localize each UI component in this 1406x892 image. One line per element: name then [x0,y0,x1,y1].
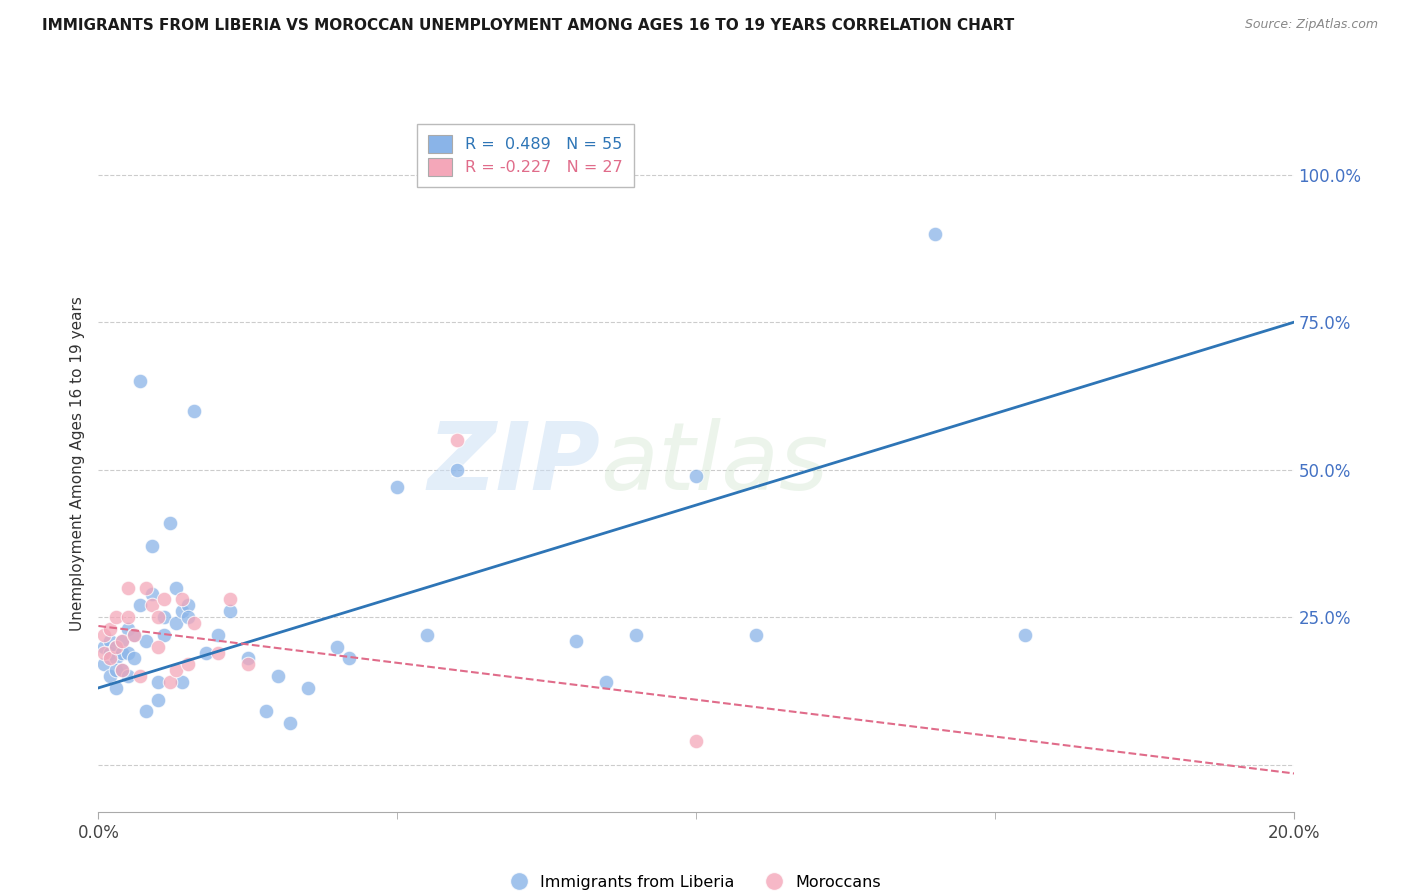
Point [236,657,259,672]
Point [98,651,122,665]
Point [111,633,134,648]
Point [148,610,170,624]
Legend: Immigrants from Liberia, Moroccans: Immigrants from Liberia, Moroccans [505,869,887,892]
Point [135,705,157,719]
Point [254,705,277,719]
Text: ZIP: ZIP [427,417,600,510]
Point [124,628,146,642]
Point [1014,628,1036,642]
Point [172,592,194,607]
Point [183,615,205,630]
Point [105,610,128,624]
Point [207,628,229,642]
Point [93,657,115,672]
Point [236,651,259,665]
Point [924,227,946,241]
Point [624,628,647,642]
Point [326,640,349,654]
Point [111,663,134,677]
Point [267,669,290,683]
Point [177,599,200,613]
Point [565,633,588,648]
Point [98,633,122,648]
Point [153,610,176,624]
Point [93,646,115,660]
Point [148,640,170,654]
Point [165,615,187,630]
Point [297,681,319,695]
Point [172,675,194,690]
Point [446,463,468,477]
Point [105,663,128,677]
Point [98,646,122,660]
Point [117,646,139,660]
Point [339,651,360,665]
Point [165,581,187,595]
Point [117,669,139,683]
Point [124,651,146,665]
Point [219,604,242,618]
Text: IMMIGRANTS FROM LIBERIA VS MOROCCAN UNEMPLOYMENT AMONG AGES 16 TO 19 YEARS CORRE: IMMIGRANTS FROM LIBERIA VS MOROCCAN UNEM… [42,18,1015,33]
Point [745,628,768,642]
Point [117,622,139,636]
Point [141,540,163,554]
Point [595,675,617,690]
Point [135,633,157,648]
Point [207,646,229,660]
Point [194,646,218,660]
Point [153,628,176,642]
Y-axis label: Unemployment Among Ages 16 to 19 years: Unemployment Among Ages 16 to 19 years [69,296,84,632]
Point [129,599,152,613]
Point [141,599,163,613]
Point [177,610,200,624]
Text: Source: ZipAtlas.com: Source: ZipAtlas.com [1244,18,1378,31]
Point [385,480,409,494]
Point [148,692,170,706]
Point [98,669,122,683]
Point [219,592,242,607]
Point [141,586,163,600]
Point [183,404,205,418]
Point [159,516,181,530]
Point [98,622,122,636]
Point [685,734,707,748]
Point [111,633,134,648]
Point [135,581,157,595]
Point [153,592,176,607]
Point [105,681,128,695]
Point [93,628,115,642]
Point [105,651,128,665]
Point [148,675,170,690]
Point [278,716,301,731]
Point [416,628,439,642]
Point [177,657,200,672]
Point [111,646,134,660]
Point [446,434,468,448]
Point [93,640,115,654]
Point [172,604,194,618]
Point [129,669,152,683]
Point [111,663,134,677]
Point [159,675,181,690]
Text: atlas: atlas [600,418,828,509]
Point [165,663,187,677]
Point [105,640,128,654]
Point [129,374,152,388]
Point [685,468,707,483]
Point [124,628,146,642]
Point [105,640,128,654]
Point [117,581,139,595]
Point [117,610,139,624]
